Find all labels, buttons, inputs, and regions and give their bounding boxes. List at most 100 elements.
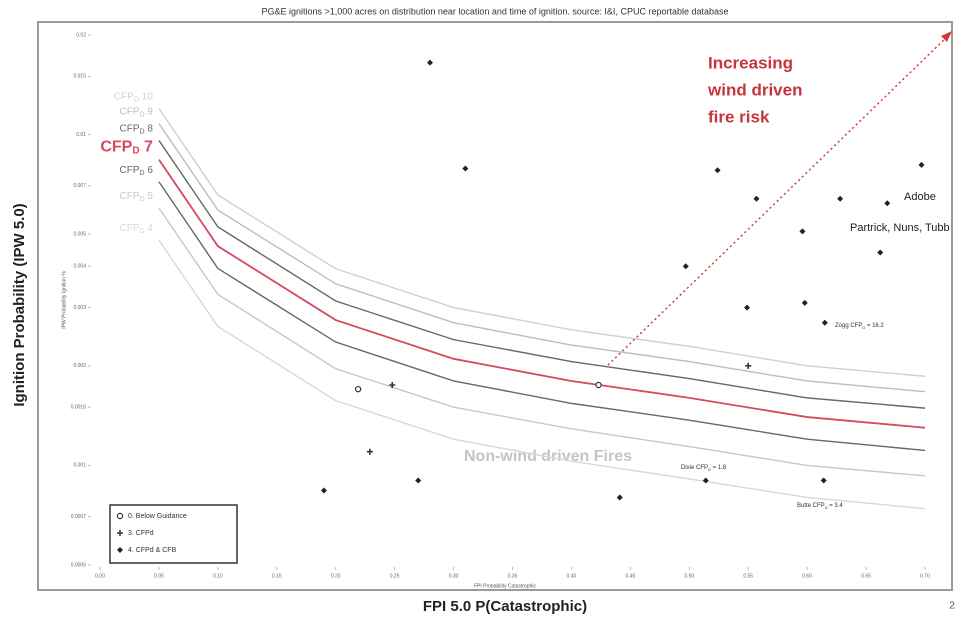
butte-annotation: Butte CFPD = 3.4 (797, 503, 843, 510)
curve-label-main: CFP (120, 191, 140, 202)
data-point (702, 477, 709, 484)
wind-risk-line: wind driven (707, 80, 802, 99)
curve-label-sub: D (134, 96, 139, 103)
legend-marker (117, 547, 123, 553)
curve-label-main: CFP (120, 223, 140, 234)
wind-risk-line: Increasing (708, 53, 793, 72)
x-tick-label: 0.25 (390, 573, 400, 579)
curve-label: CFPD 4 (120, 223, 154, 235)
dixie-annotation-main: Dixie CFP (681, 465, 708, 471)
data-point (462, 165, 469, 172)
y-tick-label: 0.02 (76, 32, 86, 38)
curve-label: CFPD 8 (120, 123, 154, 135)
chart-frame (37, 21, 953, 591)
curve-label: CFPD 5 (120, 191, 154, 203)
y-tick-label: 0.015 (73, 74, 86, 80)
dixie-annotation-rest: = 1.8 (711, 465, 727, 471)
data-point (415, 477, 422, 484)
curve-label-sub: D (140, 128, 145, 135)
curve-label-main: CFP (120, 123, 140, 134)
inner-x-label: FPI Probability Catastrophic (474, 583, 536, 589)
data-point (366, 448, 373, 455)
partrick-annotation: Partrick, Nuns, Tubb (850, 222, 950, 234)
cfp-curve (158, 107, 926, 377)
inner-y-label: IPW Probability Ignition % (61, 271, 67, 329)
y-tick-label: 0.0015 (71, 404, 87, 410)
x-tick-label: 0.05 (154, 573, 164, 579)
cfp-curve (158, 239, 926, 510)
butte-annotation-main: Butte CFP (797, 503, 825, 509)
x-tick-label: 0.00 (95, 573, 105, 579)
x-tick-label: 0.15 (272, 573, 282, 579)
curve-label-main: CFP (120, 164, 140, 175)
curve-label-level: 7 (144, 139, 153, 156)
wind-risk-line: fire risk (708, 107, 770, 126)
data-point (744, 304, 751, 311)
data-point (320, 487, 327, 494)
data-point (427, 59, 433, 66)
curve-label: CFPD 6 (120, 164, 154, 176)
data-point (884, 200, 891, 207)
data-point (821, 319, 828, 326)
y-tick-label: 0.0007 (71, 514, 87, 520)
chart-title: PG&E ignitions >1,000 acres on distribut… (261, 6, 728, 16)
zogg-annotation-rest: = 16.2 (865, 323, 884, 329)
cfp-curve (158, 181, 926, 452)
data-point (753, 195, 760, 202)
zogg-annotation-sub: D (862, 325, 865, 330)
data-point (745, 362, 752, 369)
x-tick-label: 0.45 (625, 573, 635, 579)
cfp-curve (158, 159, 926, 429)
risk-arrow (607, 33, 951, 366)
data-point (837, 195, 844, 202)
cfp-curve (158, 207, 926, 477)
data-point (820, 477, 827, 484)
y-tick-label: 0.004 (73, 264, 86, 270)
y-tick-label: 0.0005 (71, 562, 87, 568)
dixie-annotation-sub: D (708, 467, 711, 472)
legend-marker (116, 512, 124, 520)
data-point (354, 385, 362, 393)
curve-label-sub: D (140, 111, 145, 118)
x-tick-label: 0.50 (684, 573, 694, 579)
cfp-curve (158, 140, 926, 409)
curve-label-level: 4 (147, 223, 153, 234)
curve-label-level: 6 (147, 164, 153, 175)
data-point (801, 299, 808, 306)
data-point (714, 167, 721, 174)
x-tick-label: 0.40 (567, 573, 577, 579)
curve-label-sub: D (132, 145, 139, 156)
butte-annotation-rest: = 3.4 (828, 503, 844, 509)
x-axis-label: FPI 5.0 P(Catastrophic) (423, 598, 587, 615)
y-tick-label: 0.002 (73, 363, 86, 369)
curve-label: CFPD 9 (120, 106, 154, 118)
curve-label-level: 10 (142, 91, 154, 102)
cfp-curve (158, 123, 926, 393)
x-tick-label: 0.55 (743, 573, 753, 579)
risk-arrow-head (941, 31, 952, 42)
zogg-annotation: Zogg CFPD = 16.2 (835, 323, 884, 330)
curve-label-sub: D (140, 228, 145, 235)
curve-label-sub: D (140, 196, 145, 203)
zogg-annotation-main: Zogg CFP (835, 323, 862, 329)
x-tick-label: 0.35 (508, 573, 518, 579)
curve-label-level: 9 (147, 106, 153, 117)
data-point (799, 228, 806, 235)
curve-label: CFPD 10 (114, 91, 153, 103)
curve-label-sub: D (140, 170, 145, 177)
curve-label-main: CFP (114, 91, 134, 102)
curve-label-level: 5 (147, 191, 153, 202)
y-axis-label: Ignition Probability (IPW 5.0) (11, 203, 28, 406)
legend-label: 4. CFPd & CFB (128, 547, 177, 554)
curve-label-main: CFP (120, 106, 140, 117)
data-point (682, 263, 689, 270)
butte-annotation-sub: D (825, 505, 828, 510)
legend-box (109, 504, 238, 564)
data-point (389, 382, 396, 389)
data-point (595, 381, 602, 389)
data-point (616, 494, 623, 501)
x-tick-label: 0.65 (861, 573, 871, 579)
legend-label: 0. Below Guidance (128, 513, 187, 520)
y-tick-label: 0.001 (73, 463, 86, 469)
